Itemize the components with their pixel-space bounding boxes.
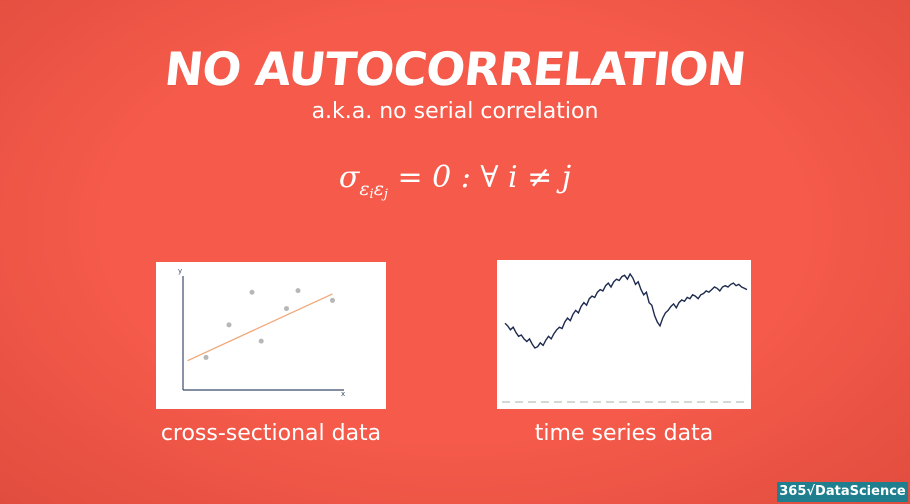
formula-sigma: σ: [338, 160, 360, 195]
scatter-point: [249, 289, 255, 295]
scatter-point: [330, 297, 335, 303]
brand-logo: 365√DataScience: [777, 482, 908, 502]
cross-sectional-plot: y x: [178, 267, 345, 398]
formula-eps-j: ε: [373, 178, 384, 200]
time-series-figure: [497, 260, 751, 409]
time-series-line: [504, 272, 748, 349]
formula-rest: = 0 : ∀ i ≠ j: [387, 160, 572, 195]
formula-index-i: i: [369, 187, 374, 202]
scatter-point: [295, 288, 301, 294]
cross-sectional-figure: y x: [156, 262, 386, 409]
scatter-point: [226, 322, 232, 328]
formula-index-j: j: [383, 187, 388, 202]
formula: σεiεj = 0 : ∀ i ≠ j: [0, 160, 910, 202]
formula-subscript: εiεj: [359, 178, 388, 202]
x-axis-label: x: [341, 390, 345, 398]
caption-time-series: time series data: [534, 421, 714, 446]
time-series-plot: [502, 272, 748, 403]
trend-line: [187, 293, 333, 362]
caption-cross-sectional: cross-sectional data: [160, 421, 382, 446]
slide-title: NO AUTOCORRELATION: [162, 42, 748, 96]
formula-eps-i: ε: [359, 178, 370, 200]
slide-subtitle: a.k.a. no serial correlation: [311, 99, 599, 124]
scatter-point: [258, 338, 264, 344]
y-axis-label: y: [178, 267, 182, 275]
scatter-point: [284, 306, 289, 312]
scatter-point: [203, 354, 209, 360]
